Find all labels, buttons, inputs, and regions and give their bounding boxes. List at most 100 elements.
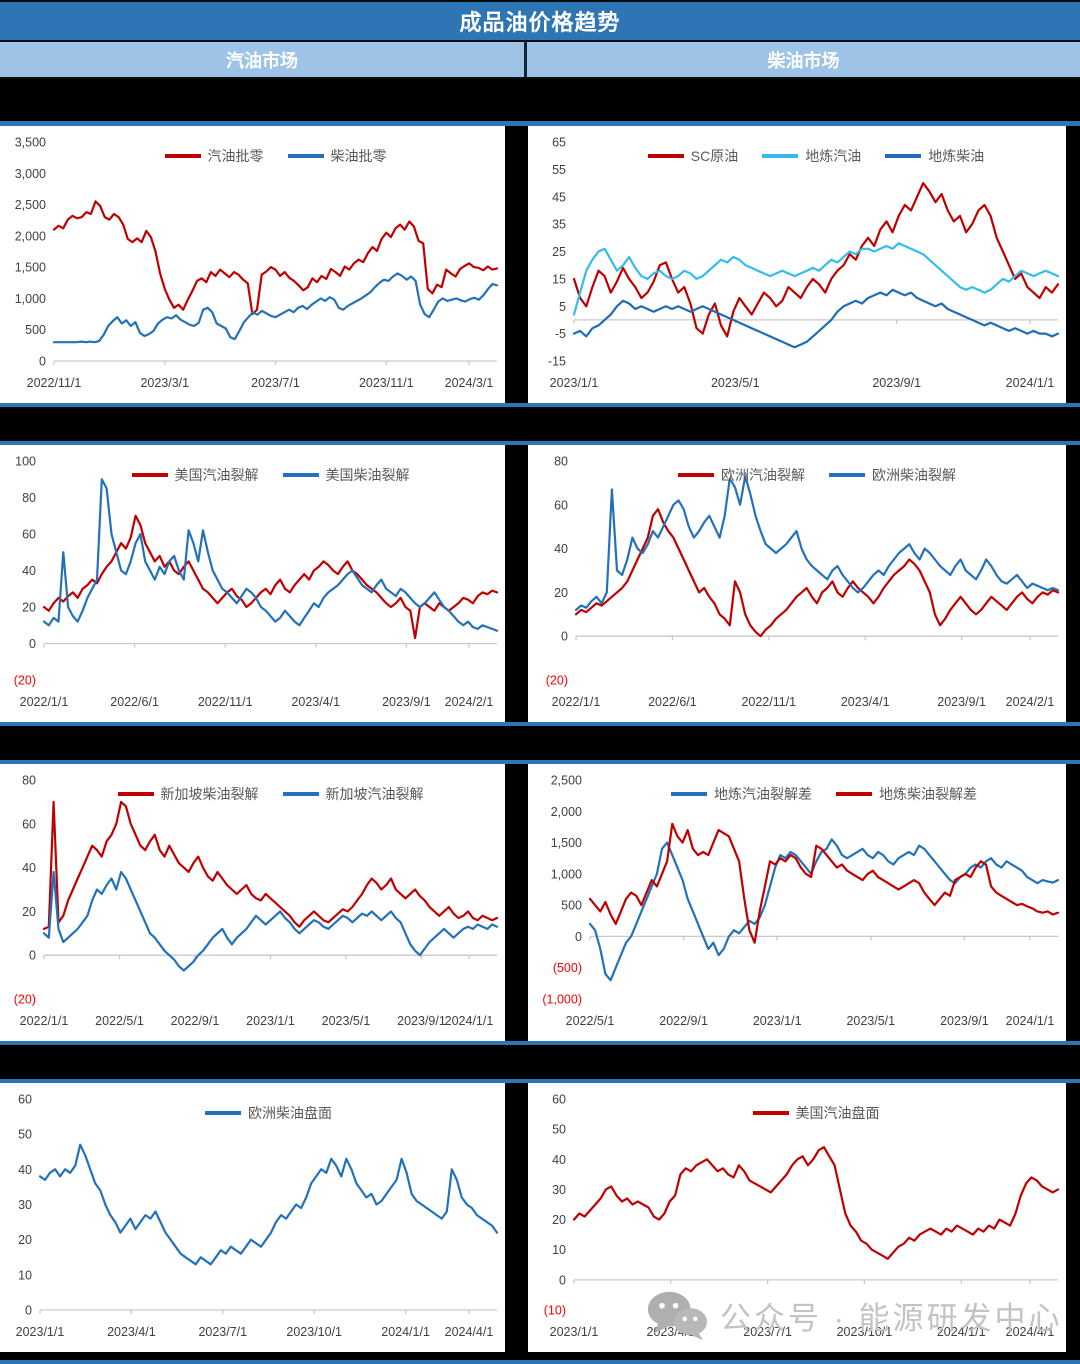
- series-line: [588, 822, 1060, 944]
- x-tick-label: 2023/9/1: [872, 376, 921, 390]
- column-divider: [505, 445, 528, 722]
- x-tick-label: 2024/3/1: [445, 376, 494, 390]
- x-tick-label: 2023/4/1: [841, 695, 890, 709]
- chart-svg: 80 60 40 20 0 (20) 2022/1/1 2022/5/1 2022/9/1 202…: [14, 774, 499, 1028]
- y-tick-label: 0: [29, 949, 36, 963]
- y-tick-label: 500: [561, 899, 582, 913]
- chart-svg: 60 50 40 30 20 10 0 (10) 2023/1/1 2023/4/1 2023/7/…: [544, 1093, 1060, 1339]
- y-tick-label: (20): [14, 993, 36, 1007]
- y-tick-label: 55: [552, 163, 566, 177]
- x-tick-label: 2023/10/1: [837, 1325, 893, 1339]
- x-tick-label: 2023/4/1: [291, 695, 340, 709]
- column-header-label: 柴油市场: [767, 50, 840, 71]
- chart-svg: 3,500 3,000 2,500 2,000 1,500 1,000 500 0 2022/1…: [15, 136, 499, 390]
- right-border: [1066, 1083, 1080, 1352]
- row-separator-line: [0, 121, 1080, 126]
- y-tick-label: 0: [25, 1304, 32, 1318]
- y-tick-label: 1,000: [15, 292, 46, 306]
- y-tick-label: 20: [22, 601, 36, 615]
- series-line: [42, 800, 499, 930]
- chart-us-gasoline-board: 60 50 40 30 20 10 0 (10) 2023/1/1 2023/4/1 2023/7/…: [528, 1083, 1066, 1352]
- x-tick-label: 2023/10/1: [286, 1325, 342, 1339]
- x-tick-label: 2024/1/1: [445, 1014, 494, 1028]
- y-tick-label: (20): [546, 674, 568, 688]
- chart-gasoline-diesel-wholesale-retail: 3,500 3,000 2,500 2,000 1,500 1,000 500 0 2022/1…: [0, 126, 505, 403]
- x-tick-label: 2023/7/1: [743, 1325, 792, 1339]
- redacted-title-bar: [0, 79, 1080, 121]
- y-tick-label: 50: [18, 1128, 32, 1142]
- x-tick-label: 2024/1/1: [1006, 376, 1055, 390]
- x-tick-label: 2023/9/1: [940, 1014, 989, 1028]
- x-tick-label: 2022/11/1: [741, 695, 796, 709]
- y-tick-label: 80: [554, 455, 568, 469]
- chart-row-2: 100 80 60 40 20 0 (20) 2022/1/1 2022/6/1 2022/11/…: [0, 445, 1080, 722]
- x-tick-label: 2022/11/1: [198, 695, 253, 709]
- right-border: [1066, 126, 1080, 403]
- y-tick-label: 60: [18, 1093, 32, 1107]
- y-tick-label: 30: [18, 1198, 32, 1212]
- chart-plot-area: 80 60 40 20 0 (20) 2022/1/1 2022/5/1 2022/9/1 202…: [0, 764, 505, 1041]
- chart-teapot-crack-spreads: 2,500 2,000 1,500 1,000 500 0 (500) (1,000) 2022…: [528, 764, 1066, 1041]
- column-divider: [505, 764, 528, 1041]
- x-tick-label: 2023/5/1: [711, 376, 760, 390]
- x-tick-label: 2023/7/1: [251, 376, 300, 390]
- y-tick-label: 0: [561, 630, 568, 644]
- y-tick-label: 60: [22, 817, 36, 831]
- x-tick-label: 2023/9/1: [937, 695, 986, 709]
- x-tick-label: 2023/3/1: [140, 376, 189, 390]
- chart-svg: 100 80 60 40 20 0 (20) 2022/1/1 2022/6/1 2022/11/…: [14, 455, 499, 709]
- series-line: [574, 475, 1060, 611]
- y-tick-label: 1,500: [15, 261, 46, 275]
- column-divider: [505, 126, 528, 403]
- y-tick-label: 20: [18, 1233, 32, 1247]
- x-tick-label: 2024/4/1: [1006, 1325, 1055, 1339]
- y-tick-label: 30: [552, 1183, 566, 1197]
- y-tick-label: 40: [552, 1153, 566, 1167]
- x-tick-label: 2022/9/1: [171, 1014, 220, 1028]
- y-tick-label: (500): [553, 961, 582, 975]
- series-line: [52, 200, 499, 316]
- y-tick-label: -5: [555, 327, 566, 341]
- y-tick-label: 100: [15, 455, 36, 469]
- y-tick-label: 60: [22, 528, 36, 542]
- chart-plot-area: 60 50 40 30 20 10 0 2023/1/1 2023/4/1 2023/7/1 202…: [0, 1083, 505, 1352]
- y-tick-label: 50: [552, 1123, 566, 1137]
- y-tick-label: 80: [22, 491, 36, 505]
- y-tick-label: 15: [552, 272, 566, 286]
- x-tick-label: 2024/1/1: [937, 1325, 986, 1339]
- column-header-gasoline-market: 汽油市场: [0, 42, 527, 77]
- x-tick-label: 2024/2/1: [1006, 695, 1055, 709]
- x-tick-label: 2023/5/1: [322, 1014, 371, 1028]
- chart-plot-area: 2,500 2,000 1,500 1,000 500 0 (500) (1,000) 2022…: [528, 764, 1066, 1041]
- x-tick-label: 2023/4/1: [107, 1325, 156, 1339]
- y-tick-label: 1,000: [551, 867, 582, 881]
- y-tick-label: 500: [25, 323, 46, 337]
- column-header-label: 汽油市场: [226, 50, 298, 71]
- x-tick-label: 2022/5/1: [95, 1014, 144, 1028]
- chart-plot-area: 60 50 40 30 20 10 0 (10) 2023/1/1 2023/4/1 2023/7/…: [528, 1083, 1066, 1352]
- x-tick-label: 2023/4/1: [646, 1325, 695, 1339]
- y-tick-label: -15: [548, 355, 566, 369]
- chart-plot-area: 100 80 60 40 20 0 (20) 2022/1/1 2022/6/1 2022/11/…: [0, 445, 505, 722]
- chart-plot-area: 65 55 45 35 25 15 5 -5 -15 2023/1/1 2023/5/1 2023/9…: [528, 126, 1066, 403]
- series-line: [42, 870, 499, 972]
- redacted-separator: [0, 1041, 1080, 1083]
- chart-row-3: 80 60 40 20 0 (20) 2022/1/1 2022/5/1 2022/9/1 202…: [0, 764, 1080, 1041]
- chart-svg: 65 55 45 35 25 15 5 -5 -15 2023/1/1 2023/5/1 2023/9…: [548, 136, 1060, 390]
- y-tick-label: 10: [552, 1243, 566, 1257]
- chart-eu-diesel-board: 60 50 40 30 20 10 0 2023/1/1 2023/4/1 2023/7/1 202…: [0, 1083, 505, 1352]
- y-tick-label: 40: [18, 1163, 32, 1177]
- x-tick-label: 2023/9/1: [397, 1014, 446, 1028]
- x-tick-label: 2023/1/1: [246, 1014, 295, 1028]
- y-tick-label: 45: [552, 190, 566, 204]
- y-tick-label: 0: [559, 1273, 566, 1287]
- y-tick-label: 3,500: [15, 136, 46, 150]
- chart-plot-area: 3,500 3,000 2,500 2,000 1,500 1,000 500 0 2022/1…: [0, 126, 505, 403]
- chart-sc-crude-teapot-margins: 65 55 45 35 25 15 5 -5 -15 2023/1/1 2023/5/1 2023/9…: [528, 126, 1066, 403]
- market-column-headers: 汽油市场 柴油市场: [0, 42, 1080, 79]
- chart-eu-cracks: 80 60 40 20 0 (20) 2022/1/1 2022/6/1 2022/11/1 20…: [528, 445, 1066, 722]
- y-tick-label: (20): [14, 674, 36, 688]
- y-tick-label: 10: [18, 1268, 32, 1282]
- y-tick-label: 5: [559, 300, 566, 314]
- x-tick-label: 2023/7/1: [198, 1325, 247, 1339]
